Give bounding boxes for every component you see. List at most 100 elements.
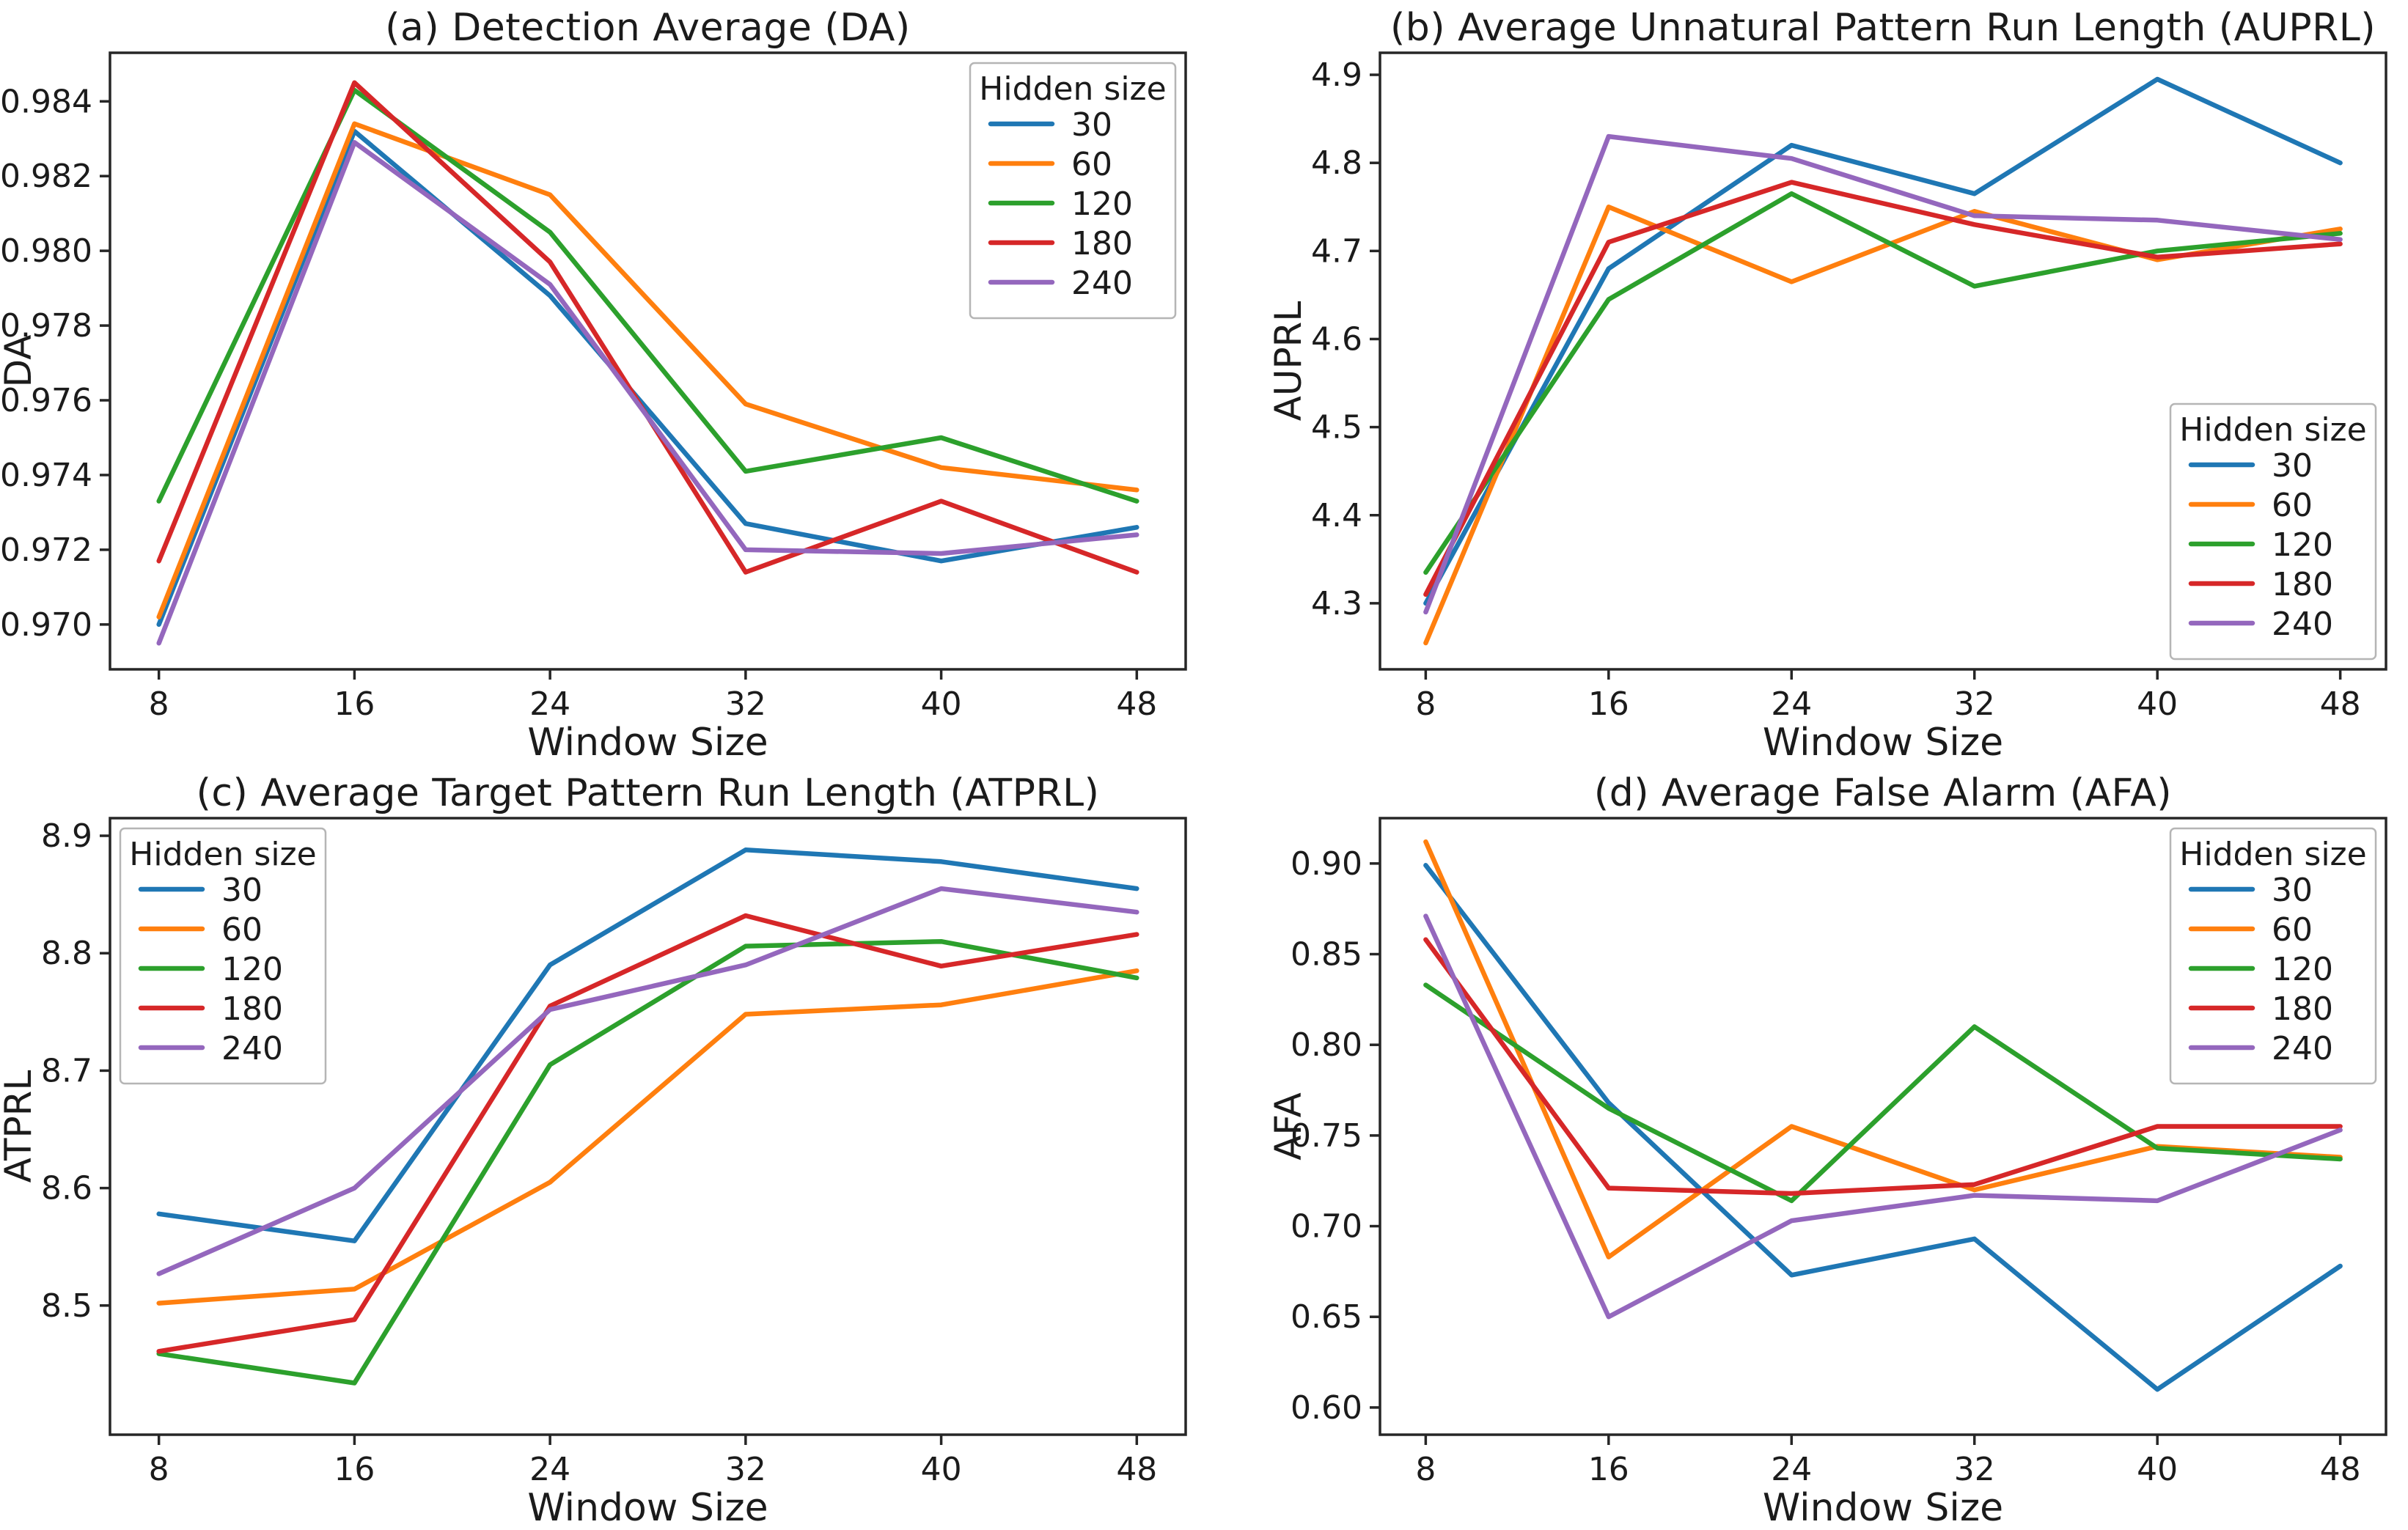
chart-d-y-tick-label: 0.70 (1291, 1208, 1362, 1246)
chart-b-legend-label-30: 30 (2272, 447, 2313, 485)
chart-b-y-tick-label: 4.6 (1311, 320, 1362, 358)
chart-a-x-tick-label: 48 (1116, 685, 1157, 723)
chart-c-x-tick-label: 8 (149, 1451, 169, 1488)
chart-c-y-tick-label: 8.6 (41, 1170, 92, 1207)
chart-a-x-tick-label: 8 (149, 685, 169, 723)
chart-b-y-tick-label: 4.7 (1311, 232, 1362, 270)
chart-panel-c: ATPRL 8 16 24 32 40 48 8.5 8.6 8.7 8.8 8.9 Hidden si… (0, 765, 1204, 1530)
chart-d-plot-frame (1379, 817, 2387, 1436)
chart-b-y-tick-label: 4.5 (1311, 409, 1362, 446)
chart-d-legend-label-60: 60 (2272, 911, 2313, 949)
chart-c-title: (c) Average Target Pattern Run Length (A… (196, 771, 1100, 815)
chart-a-series-line-30 (156, 128, 1139, 628)
chart-panel-d: AFA 8 16 24 32 40 48 0.60 0.65 0.70 0.75 0.80 0.85 0.… (1204, 765, 2408, 1530)
chart-a-legend-box (969, 62, 1177, 320)
chart-c-legend-label-30: 30 (221, 872, 263, 909)
chart-c-legend-label-180: 180 (221, 990, 283, 1028)
chart-c-legend-title: Hidden size (129, 836, 316, 873)
chart-c-y-tick-label: 8.5 (41, 1287, 92, 1325)
chart-b-x-tick-label: 8 (1415, 685, 1436, 723)
chart-d-y-tick-label: 0.75 (1291, 1117, 1362, 1155)
chart-a-xlabel: Window Size (527, 721, 768, 765)
chart-c-plot-frame (109, 817, 1187, 1436)
chart-b-y-axis-label: AUPRL (1267, 301, 1310, 422)
chart-a-x-tick-label: 32 (725, 685, 766, 723)
chart-d-x-tick-label: 24 (1771, 1451, 1812, 1488)
chart-a-canvas: DA 8 16 24 32 40 48 0.970 0.972 0.974 0.976 0.978 0.… (0, 51, 1187, 723)
chart-d-x-tick-label: 8 (1415, 1451, 1436, 1488)
chart-d-x-tick-label: 16 (1588, 1451, 1629, 1488)
chart-a-legend-label-30: 30 (1071, 106, 1112, 144)
chart-d-legend-label-30: 30 (2272, 872, 2313, 909)
chart-c-series-line-240 (156, 886, 1139, 1276)
chart-a-title: (a) Detection Average (DA) (385, 6, 911, 50)
chart-b-legend-label-60: 60 (2272, 487, 2313, 524)
chart-a-y-tick-label: 0.984 (0, 83, 92, 120)
chart-d-series-line-240 (1423, 913, 2343, 1320)
chart-d-xlabel: Window Size (1762, 1486, 2004, 1530)
chart-b-x-tick-label: 32 (1954, 685, 1995, 723)
chart-a-legend-label-120: 120 (1071, 185, 1133, 223)
chart-c-canvas: ATPRL 8 16 24 32 40 48 8.5 8.6 8.7 8.8 8.9 Hidden si… (0, 817, 1187, 1488)
chart-a-y-tick-label: 0.982 (0, 158, 92, 195)
chart-d-series-line-30 (1423, 863, 2343, 1392)
chart-a-legend-title: Hidden size (979, 70, 1166, 108)
chart-c-legend-label-240: 240 (221, 1030, 283, 1067)
chart-b-x-tick-label: 48 (2320, 685, 2361, 723)
chart-c-x-tick-label: 24 (529, 1451, 570, 1488)
chart-b-x-tick-label: 24 (1771, 685, 1812, 723)
chart-c-legend-label-60: 60 (221, 911, 263, 949)
chart-c-legend-box (119, 827, 327, 1085)
chart-a-x-tick-label: 24 (529, 685, 570, 723)
chart-a-y-tick-label: 0.972 (0, 532, 92, 569)
chart-c-x-tick-label: 40 (921, 1451, 962, 1488)
chart-a-y-axis-label: DA (0, 335, 40, 388)
chart-b-series-line-240 (1423, 133, 2343, 615)
chart-a-y-tick-label: 0.980 (0, 232, 92, 270)
chart-d-series-line-120 (1423, 982, 2343, 1204)
chart-b-series-line-30 (1423, 76, 2343, 606)
chart-d-x-tick-label: 40 (2137, 1451, 2178, 1488)
chart-d-y-tick-label: 0.80 (1291, 1026, 1362, 1064)
chart-d-legend-box (2169, 827, 2377, 1085)
chart-b-legend-title: Hidden size (2179, 411, 2366, 449)
chart-c-x-tick-label: 48 (1116, 1451, 1157, 1488)
chart-d-y-tick-label: 0.65 (1291, 1298, 1362, 1336)
chart-c-series-line-180 (156, 913, 1139, 1354)
chart-d-canvas: AFA 8 16 24 32 40 48 0.60 0.65 0.70 0.75 0.80 0.85 0.… (1267, 817, 2387, 1488)
chart-b-x-tick-label: 40 (2137, 685, 2178, 723)
chart-a-y-tick-label: 0.976 (0, 382, 92, 419)
chart-a-legend-label-60: 60 (1071, 146, 1112, 183)
chart-c-x-tick-label: 32 (725, 1451, 766, 1488)
chart-d-title: (d) Average False Alarm (AFA) (1593, 771, 2173, 815)
chart-d-y-tick-label: 0.85 (1291, 936, 1362, 974)
chart-c-series-line-30 (156, 847, 1139, 1243)
chart-panel-b: AUPRL 8 16 24 32 40 48 4.3 4.4 4.5 4.6 4.7 4.8 4.9 Hid… (1204, 0, 2408, 765)
chart-b-y-tick-label: 4.3 (1311, 585, 1362, 622)
chart-b-xlabel: Window Size (1762, 721, 2004, 765)
chart-d-series-line-180 (1423, 937, 2343, 1196)
chart-d-legend-label-120: 120 (2272, 951, 2333, 988)
chart-d-y-tick-label: 0.60 (1291, 1389, 1362, 1427)
chart-a-legend-label-180: 180 (1071, 225, 1133, 262)
chart-d-legend-label-240: 240 (2272, 1030, 2333, 1067)
chart-b-series-line-180 (1423, 180, 2343, 597)
chart-c-xlabel: Window Size (527, 1486, 768, 1530)
chart-panel-a: DA 8 16 24 32 40 48 0.970 0.972 0.974 0.976 0.978 0.… (0, 0, 1204, 765)
chart-a-x-tick-label: 16 (334, 685, 375, 723)
chart-a-series-line-240 (156, 140, 1139, 646)
chart-c-legend-label-120: 120 (221, 951, 283, 988)
chart-d-legend-label-180: 180 (2272, 990, 2333, 1028)
chart-d-legend-title: Hidden size (2179, 836, 2366, 873)
chart-a-y-tick-label: 0.970 (0, 606, 92, 644)
chart-d-y-axis-label: AFA (1267, 1092, 1310, 1161)
chart-b-legend-box (2169, 402, 2377, 661)
chart-b-y-tick-label: 4.8 (1311, 144, 1362, 182)
chart-a-plot-frame (109, 51, 1187, 671)
chart-b-canvas: AUPRL 8 16 24 32 40 48 4.3 4.4 4.5 4.6 4.7 4.8 4.9 Hid… (1267, 51, 2387, 723)
chart-c-y-axis-label: ATPRL (0, 1070, 40, 1183)
chart-b-plot-frame (1379, 51, 2387, 671)
chart-d-x-tick-label: 48 (2320, 1451, 2361, 1488)
